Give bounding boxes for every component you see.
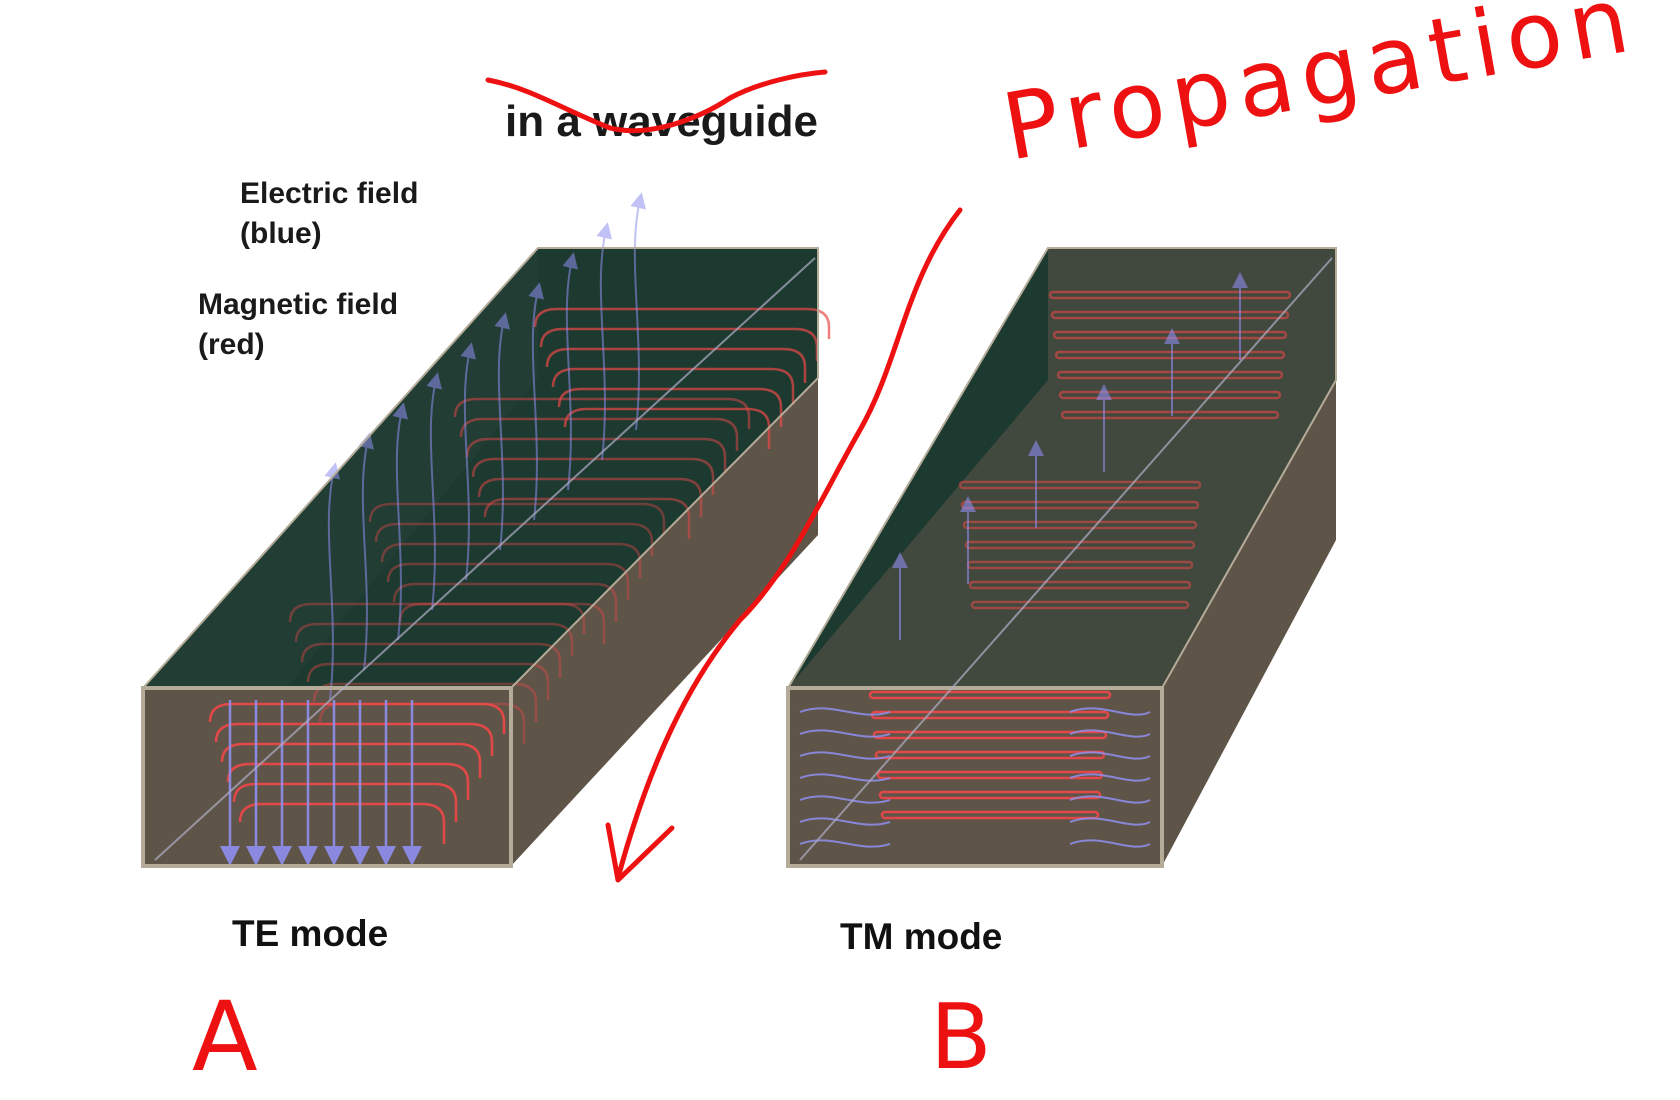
tm-electric-line [1069,817,1151,826]
te-magnetic-loop [318,702,526,744]
te-magnetic-loop [471,457,715,495]
te-magnetic-loop [545,347,807,383]
te-magnetic-loop [563,407,771,449]
te-magnetic-loop [380,542,642,578]
te-mode-label: TE mode [232,913,388,954]
tm-waveguide [786,247,1337,868]
tm-magnetic-loop [1058,390,1282,400]
tm-magnetic-loop [872,730,1108,740]
propagation-arrow-shaft [615,207,963,881]
tm-electric-line [799,795,891,804]
te-magnetic-loop [374,522,654,556]
te-magnetic-loop [465,437,727,473]
te-front-frame [141,686,513,868]
te-magnetic-loop [306,662,550,700]
tm-diagonal-edge [799,257,1333,861]
tm-edge-lines [787,247,1337,689]
te-electric-curve [562,252,578,491]
te-magnetic-loop [551,367,795,405]
te-magnetic-loop [220,742,482,778]
te-front-face [143,688,511,866]
te-electric-curve [426,372,442,611]
tm-magnetic-loop [970,600,1190,610]
tm-electric-line [1069,839,1151,848]
te-magnetic-loop [477,477,703,517]
tm-magnetic-loop [1060,410,1280,420]
tm-magnetic-loop [874,750,1106,760]
tm-magnetic-field-lines [868,290,1292,820]
te-magnetic-loop [453,397,751,429]
tm-electric-line [1069,751,1151,760]
te-electric-curve [324,462,340,701]
tm-magnetic-loop [868,690,1112,700]
tm-electric-line [799,707,891,716]
te-back-wall [143,248,818,688]
te-electric-curve [392,402,408,641]
te-edge-lines [142,247,819,689]
electric-callout-arrow [431,237,544,268]
electric-callout-line1: Electric field [240,177,418,210]
te-electric-curve [596,222,612,461]
tm-magnetic-loop [880,810,1100,820]
tm-electric-line [799,839,891,848]
propagation-arrow-head [605,822,675,883]
tm-electric-line [1069,773,1151,782]
tm-magnetic-loop [1056,370,1284,380]
tm-magnetic-loop [962,520,1198,530]
te-magnetic-loop [533,307,831,339]
te-electric-curve [630,192,646,431]
handwritten-letter-a: A [192,981,258,1093]
te-magnetic-loop [214,722,494,756]
tm-magnetic-loop [878,790,1102,800]
tm-electric-line [799,729,891,738]
te-floor [511,378,818,866]
magnetic-callout-line2: (red) [198,328,265,361]
handwritten-letter-b: B [930,985,992,1090]
tm-electric-line [799,773,891,782]
tm-electric-line [1069,729,1151,738]
te-magnetic-loop [232,782,458,822]
tm-electric-line [799,751,891,760]
te-magnetic-loop [539,327,819,361]
handwritten-propagation: Propagation [995,0,1644,182]
tm-floor [1162,380,1336,866]
title-strike-mark [485,69,828,134]
te-magnetic-loop [368,502,666,534]
tm-electric-line [1069,795,1151,804]
electric-callout-line2: (blue) [240,217,322,250]
tm-magnetic-loop [1054,350,1286,360]
te-magnetic-field-lines [208,307,831,844]
tm-magnetic-loop [968,580,1192,590]
tm-mode-label: TM mode [840,916,1002,957]
te-magnetic-loop [392,582,618,622]
te-magnetic-loop [398,602,606,644]
te-magnetic-loop [294,622,574,656]
te-magnetic-loop [300,642,562,678]
te-magnetic-loop [459,417,739,451]
te-magnetic-loop [208,702,506,734]
te-electric-curve [528,282,544,521]
te-electric-field-lines [220,192,646,866]
te-magnetic-loop [386,562,630,600]
te-electric-curve [494,312,510,551]
tm-electric-line [1069,707,1151,716]
tm-magnetic-loop [1050,310,1290,320]
te-electric-curve [358,432,374,671]
magnetic-callout-line1: Magnetic field [198,288,398,321]
te-magnetic-loop [238,802,446,844]
tm-electric-line [799,817,891,826]
tm-magnetic-loop [1048,290,1292,300]
tm-magnetic-loop [958,480,1202,490]
te-magnetic-loop [557,387,783,427]
te-electric-curve [460,342,476,581]
electric-field-callout: Electric field (blue) [240,177,544,268]
te-diagonal-edge [154,257,816,861]
tm-front-frame [786,686,1164,868]
tm-electric-field-lines [799,272,1248,848]
te-waveguide [141,192,831,868]
